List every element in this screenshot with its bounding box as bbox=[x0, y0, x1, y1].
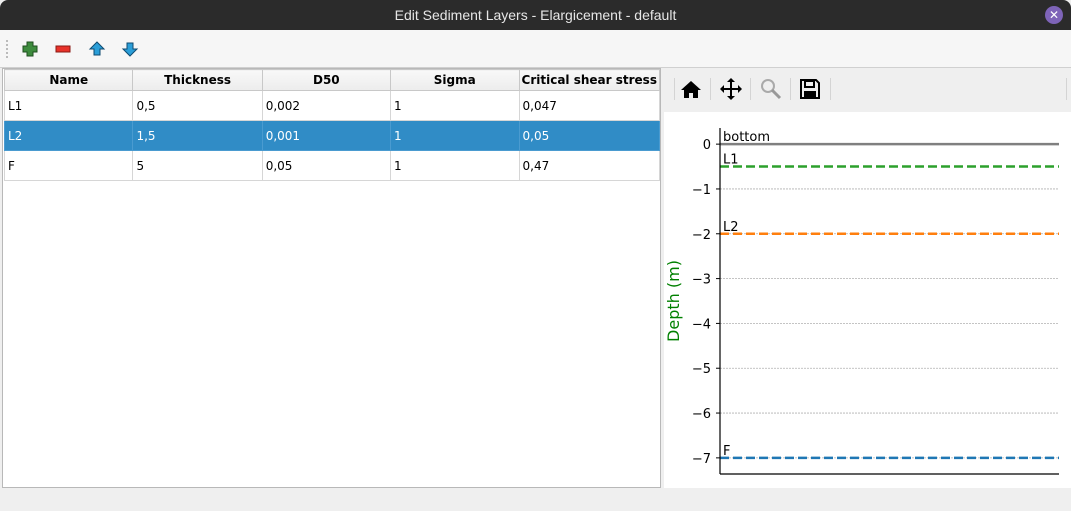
layer-label: bottom bbox=[723, 130, 770, 145]
table-cell[interactable]: 1 bbox=[389, 90, 520, 121]
table-cell[interactable]: F bbox=[3, 150, 134, 181]
table-row[interactable]: L1 0,5 0,002 1 0,047 bbox=[3, 90, 661, 121]
plus-icon[interactable] bbox=[20, 39, 40, 59]
save-icon[interactable] bbox=[796, 76, 824, 102]
chart-svg: 0 −1 −2 −3 −4 −5 −6 −7 bottom L1 L2 F Depth (m) bbox=[664, 128, 1059, 475]
depth-chart[interactable]: 0 −1 −2 −3 −4 −5 −6 −7 bottom L1 L2 F Depth (m) bbox=[664, 112, 1071, 488]
y-tick-label: −2 bbox=[692, 228, 711, 243]
y-tick-label: −4 bbox=[692, 317, 711, 332]
table-cell[interactable]: 0,5 bbox=[132, 90, 263, 121]
column-header[interactable]: Name bbox=[3, 69, 134, 91]
pan-icon[interactable] bbox=[717, 76, 745, 102]
table-row[interactable]: F 5 0,05 1 0,47 bbox=[3, 150, 661, 181]
table-cell[interactable]: 1 bbox=[389, 150, 520, 181]
table-cell[interactable]: 5 bbox=[132, 150, 263, 181]
home-icon[interactable] bbox=[677, 76, 705, 102]
table-cell[interactable]: L1 bbox=[3, 90, 134, 121]
arrow-up-icon[interactable] bbox=[87, 39, 107, 59]
toolbar-grip[interactable] bbox=[6, 40, 9, 58]
column-header[interactable]: Sigma bbox=[389, 69, 520, 91]
plot-toolbar bbox=[664, 68, 1071, 110]
table-cell[interactable]: L2 bbox=[3, 120, 134, 151]
table-cell[interactable]: 0,05 bbox=[261, 150, 391, 181]
minus-icon[interactable] bbox=[53, 39, 73, 59]
table-cell[interactable]: 0,001 bbox=[261, 120, 391, 151]
layer-label: F bbox=[723, 444, 730, 459]
y-tick-label: −5 bbox=[692, 362, 711, 377]
y-tick-label: −3 bbox=[692, 273, 711, 288]
close-icon[interactable]: ✕ bbox=[1045, 6, 1063, 24]
table-header: Name Thickness D50 Sigma Critical shear stre… bbox=[3, 69, 661, 91]
table-cell[interactable]: 0,47 bbox=[518, 150, 661, 181]
table-cell[interactable]: 0,047 bbox=[518, 90, 661, 121]
toolbar bbox=[0, 30, 1071, 68]
column-header[interactable]: Critical shear stress bbox=[518, 69, 661, 91]
arrow-down-icon[interactable] bbox=[120, 39, 140, 59]
title-bar: Edit Sediment Layers - Elargicement - de… bbox=[0, 0, 1071, 30]
layers-table: Name Thickness D50 Sigma Critical shear stre… bbox=[3, 69, 661, 181]
layer-label: L2 bbox=[723, 220, 739, 235]
window-title: Edit Sediment Layers - Elargicement - de… bbox=[394, 7, 677, 23]
y-axis-label: Depth (m) bbox=[664, 260, 683, 342]
plot-panel: 0 −1 −2 −3 −4 −5 −6 −7 bottom L1 L2 F Depth (m) bbox=[664, 68, 1071, 488]
zoom-icon[interactable] bbox=[757, 76, 785, 102]
table-cell[interactable]: 1,5 bbox=[132, 120, 263, 151]
y-tick-label: −1 bbox=[692, 183, 711, 198]
y-tick-label: 0 bbox=[703, 138, 711, 153]
y-tick-label: −6 bbox=[692, 407, 711, 422]
table-row[interactable]: L2 1,5 0,001 1 0,05 bbox=[3, 120, 661, 151]
layers-table-panel: Name Thickness D50 Sigma Critical shear stre… bbox=[2, 68, 661, 488]
status-bar bbox=[0, 488, 1071, 511]
table-cell[interactable]: 1 bbox=[389, 120, 520, 151]
y-tick-label: −7 bbox=[692, 452, 711, 467]
column-header[interactable]: D50 bbox=[261, 69, 391, 91]
column-header[interactable]: Thickness bbox=[132, 69, 263, 91]
table-cell[interactable]: 0,002 bbox=[261, 90, 391, 121]
layer-label: L1 bbox=[723, 153, 739, 168]
table-cell[interactable]: 0,05 bbox=[518, 120, 661, 151]
